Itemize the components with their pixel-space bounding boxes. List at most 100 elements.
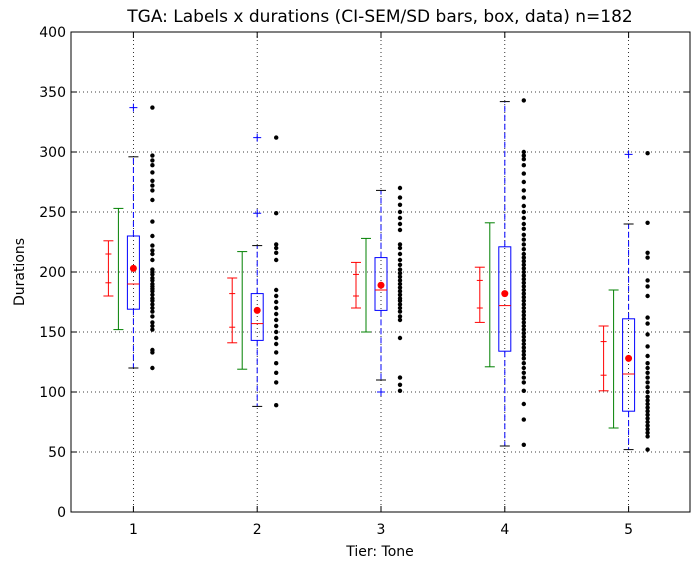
data-point bbox=[274, 257, 279, 263]
data-point bbox=[645, 353, 650, 359]
x-axis-label: Tier: Tone bbox=[345, 544, 414, 560]
data-point bbox=[274, 299, 279, 305]
data-point bbox=[397, 242, 403, 247]
data-point bbox=[645, 412, 650, 417]
data-point bbox=[521, 171, 526, 176]
data-point bbox=[397, 274, 403, 279]
grid bbox=[71, 32, 690, 512]
data-point bbox=[150, 105, 155, 110]
group-5 bbox=[598, 150, 650, 452]
data-point bbox=[397, 285, 403, 290]
data-point bbox=[521, 98, 526, 103]
data-point bbox=[150, 257, 155, 263]
data-point bbox=[150, 281, 155, 287]
data-point bbox=[645, 385, 650, 390]
data-point bbox=[521, 203, 526, 209]
data-point bbox=[521, 331, 526, 336]
data-point bbox=[521, 375, 526, 380]
x-tick-label: 3 bbox=[377, 522, 386, 538]
data-point bbox=[150, 296, 155, 301]
data-point bbox=[645, 370, 650, 375]
data-point bbox=[521, 179, 526, 185]
data-point bbox=[397, 289, 403, 294]
data-point bbox=[521, 380, 526, 385]
data-point bbox=[645, 423, 650, 428]
data-point bbox=[397, 227, 403, 233]
data-point bbox=[521, 153, 526, 158]
y-tick-label: 0 bbox=[57, 505, 66, 521]
data-point bbox=[397, 292, 403, 297]
data-point bbox=[274, 250, 279, 255]
data-point bbox=[150, 251, 155, 257]
data-point bbox=[521, 313, 526, 318]
data-point bbox=[521, 320, 526, 325]
data-point bbox=[645, 398, 650, 403]
data-point bbox=[645, 394, 650, 399]
data-point bbox=[150, 170, 155, 175]
data-point bbox=[521, 242, 526, 247]
data-point bbox=[521, 401, 526, 407]
data-point bbox=[521, 280, 526, 285]
data-point bbox=[645, 409, 650, 414]
data-point bbox=[397, 257, 403, 263]
data-point bbox=[150, 233, 155, 239]
data-point bbox=[645, 278, 650, 283]
mean-marker bbox=[129, 264, 137, 272]
data-point bbox=[645, 419, 650, 425]
data-point bbox=[397, 278, 403, 283]
group-3 bbox=[351, 185, 403, 396]
data-point bbox=[645, 220, 650, 225]
data-point bbox=[274, 317, 279, 323]
data-point bbox=[274, 329, 279, 335]
y-tick-label: 400 bbox=[39, 25, 66, 41]
data-point bbox=[645, 284, 650, 289]
data-point bbox=[521, 349, 526, 354]
data-point bbox=[645, 315, 650, 320]
data-point bbox=[645, 321, 650, 326]
data-point bbox=[521, 284, 526, 289]
data-point bbox=[645, 344, 650, 349]
mean-marker bbox=[377, 281, 385, 289]
data-point bbox=[645, 332, 650, 337]
x-tick-label: 2 bbox=[253, 522, 262, 538]
data-point bbox=[397, 245, 403, 251]
data-point bbox=[521, 221, 526, 227]
data-point bbox=[521, 163, 526, 168]
data-point bbox=[150, 347, 155, 353]
data-point bbox=[150, 314, 155, 319]
data-point bbox=[150, 327, 155, 332]
data-point bbox=[521, 417, 526, 422]
data-point bbox=[645, 250, 650, 255]
data-point bbox=[521, 442, 526, 447]
data-point bbox=[397, 267, 403, 272]
data-point bbox=[397, 382, 403, 387]
data-point bbox=[521, 305, 526, 311]
data-point bbox=[521, 237, 526, 242]
data-point bbox=[645, 427, 650, 432]
data-point bbox=[521, 215, 526, 221]
data-point bbox=[397, 195, 403, 200]
data-point bbox=[645, 151, 650, 156]
data-point bbox=[521, 370, 526, 375]
chart-title: TGA: Labels x durations (CI-SEM/SD bars,… bbox=[126, 7, 632, 27]
data-point bbox=[521, 327, 526, 332]
data-point bbox=[397, 317, 403, 323]
data-point bbox=[150, 183, 155, 188]
group-2 bbox=[227, 133, 279, 408]
data-point bbox=[645, 416, 650, 421]
data-point bbox=[521, 232, 526, 237]
data-point bbox=[397, 271, 403, 276]
data-point bbox=[521, 273, 526, 278]
data-point bbox=[645, 375, 650, 380]
data-point bbox=[274, 361, 279, 366]
y-axis-ticks: 0 50 100 150 200 250 300 350 400 bbox=[39, 25, 690, 521]
plot-frame bbox=[70, 31, 691, 513]
mean-marker bbox=[625, 354, 633, 362]
box bbox=[374, 257, 388, 311]
data-point bbox=[521, 157, 526, 162]
data-point bbox=[150, 302, 155, 307]
data-point bbox=[150, 292, 155, 297]
data-point bbox=[150, 365, 155, 371]
data-point bbox=[274, 403, 279, 408]
